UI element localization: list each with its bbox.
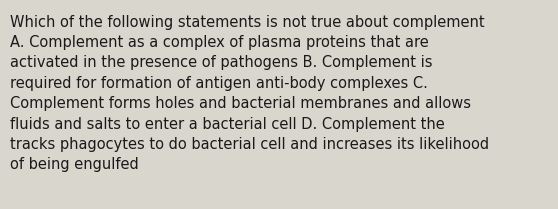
Text: Which of the following statements is not true about complement
A. Complement as : Which of the following statements is not… bbox=[10, 15, 489, 172]
